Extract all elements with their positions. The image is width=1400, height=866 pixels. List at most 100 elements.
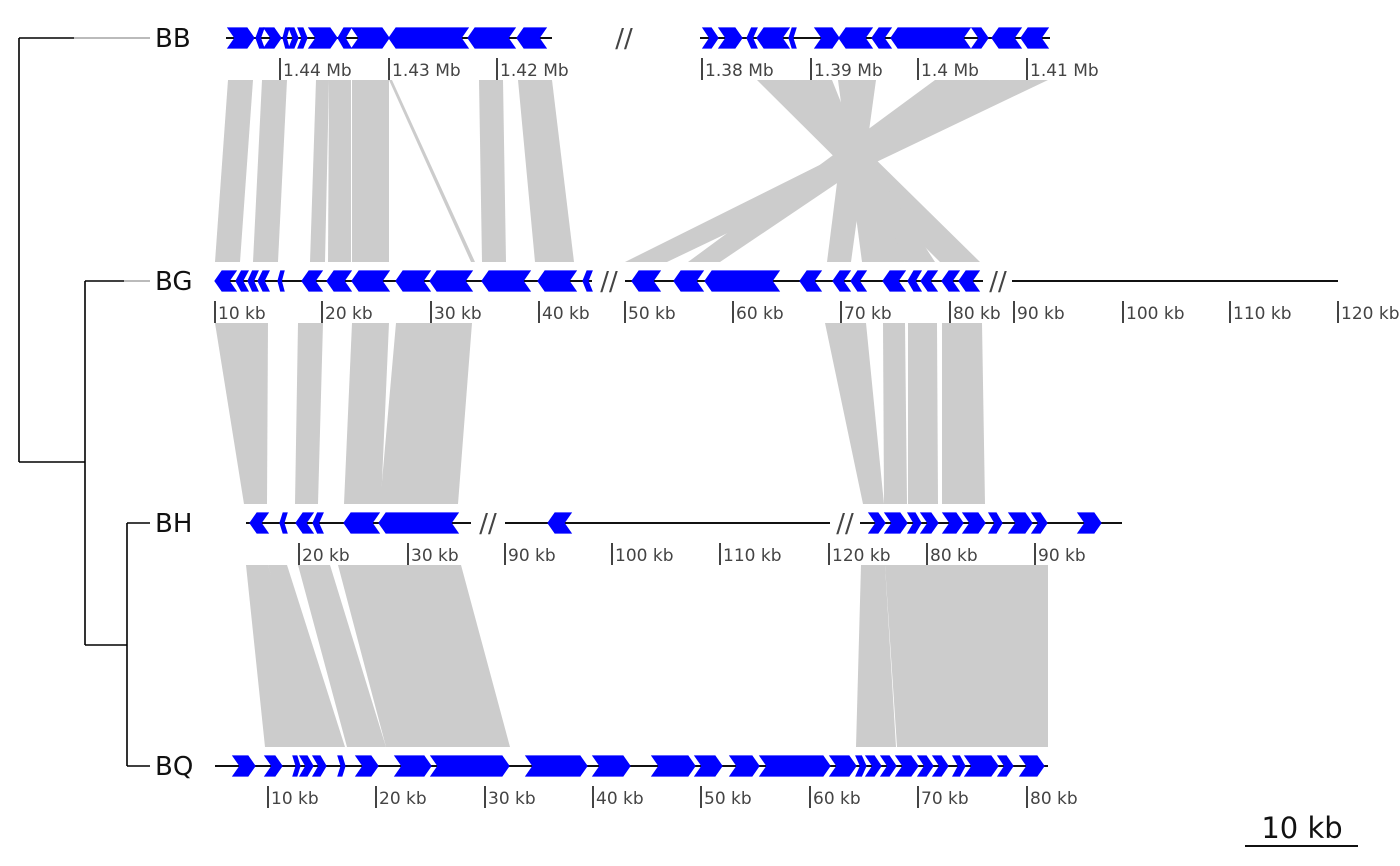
gene-arrow [850,270,868,292]
tick-label: 40 kb [596,789,644,809]
track-label: BH [155,509,192,539]
synteny-link [625,80,1048,262]
gene-arrow [693,755,723,777]
synteny-links [215,80,1048,747]
gene-arrow [838,27,874,49]
gene-arrow [951,755,966,777]
gene-arrow [337,755,346,777]
phylogenetic-tree [18,37,150,767]
tick-label: 1.42 Mb [500,61,569,81]
gene-arrow [524,755,588,777]
tick-label: 40 kb [542,304,590,324]
gene-arrow [920,270,939,292]
gene-arrow [354,755,379,777]
tick-label: 70 kb [921,789,969,809]
gene-arrow [987,512,1003,534]
gene-arrow [991,27,1023,49]
tick-label: 100 kb [615,546,674,566]
synteny-link [908,323,938,504]
break-mark: // [615,24,633,54]
gene-arrow [941,512,964,534]
tick-label: 90 kb [508,546,556,566]
gene-arrow [894,755,919,777]
gene-arrow [728,755,760,777]
gene-arrow [871,27,893,49]
gene-arrow [537,270,578,292]
gene-arrow [941,270,961,292]
scale-bar-label: 10 kb [1261,811,1342,845]
gene-arrow [388,27,470,49]
gene-arrow [226,27,255,49]
synteny-link [215,323,268,504]
gene-arrow [298,755,314,777]
gene-arrow [1018,755,1045,777]
gene-arrow [916,755,934,777]
gene-arrow [813,27,840,49]
tick-label: 60 kb [736,304,784,324]
track-label: BQ [155,752,193,782]
gene-arrow [481,270,532,292]
tick-label: 50 kb [628,304,676,324]
gene-arrow [247,270,259,292]
gene-arrow [429,270,474,292]
gene-arrow [1030,512,1048,534]
gene-arrow [701,27,719,49]
tick-label: 110 kb [1233,304,1292,324]
synteny-link [352,80,389,262]
gene-arrow [467,27,517,49]
gene-arrow [832,270,852,292]
synteny-link [338,565,510,747]
tick-label: 20 kb [325,304,373,324]
gene-arrow [673,270,705,292]
gene-arrow [292,755,301,777]
synteny-link [883,323,907,504]
tick-label: 10 kb [271,789,319,809]
gene-arrow [958,270,981,292]
gene-arrow [295,512,315,534]
synteny-link [295,323,323,504]
gene-arrow [351,270,391,292]
tick-label: 20 kb [379,789,427,809]
gene-arrow [906,512,922,534]
gene-arrow [262,27,282,49]
gene-arrow [429,755,510,777]
synteny-link [328,80,351,262]
gene-arrow [704,270,781,292]
synteny-link [825,323,884,504]
gene-arrow [717,27,743,49]
gene-arrow [255,27,265,49]
gene-arrow [257,270,270,292]
tick-label: 20 kb [302,546,350,566]
track-bb: BB // 1.44 Mb 1.43 Mb 1.42 Mb 1.38 Mb 1.39 Mb 1… [155,24,1099,81]
gene-arrow [890,27,972,49]
gene-arrow [961,512,986,534]
gene-arrow [1020,27,1050,49]
tick-label: 80 kb [930,546,978,566]
track-label: BB [155,24,191,54]
break-mark: // [836,509,854,539]
tick-label: 1.41 Mb [1030,61,1099,81]
gene-arrow [311,755,327,777]
gene-arrow [301,270,324,292]
tick-label: 80 kb [953,304,1001,324]
synteny-link [298,565,386,747]
tick-label: 110 kb [723,546,782,566]
tick-label: 1.44 Mb [283,61,352,81]
gene-arrow [297,27,308,49]
synteny-link [246,565,325,747]
tick-label: 1.4 Mb [921,61,979,81]
gene-arrow [883,512,908,534]
tick-label: 1.39 Mb [814,61,883,81]
gene-arrow [756,27,791,49]
gene-arrow [547,512,573,534]
gene-arrow [343,512,381,534]
break-mark: // [989,267,1007,297]
gene-arrow [312,512,324,534]
track-label: BG [155,267,193,297]
synteny-link [885,565,1048,747]
gene-arrow [395,270,432,292]
gene-arrow [828,755,857,777]
track-bq: BQ 10 kb 20 kb 30 kb 40 kb 50 kb 60 kb 70 kb 80 … [155,752,1078,809]
tick-label: 80 kb [1030,789,1078,809]
